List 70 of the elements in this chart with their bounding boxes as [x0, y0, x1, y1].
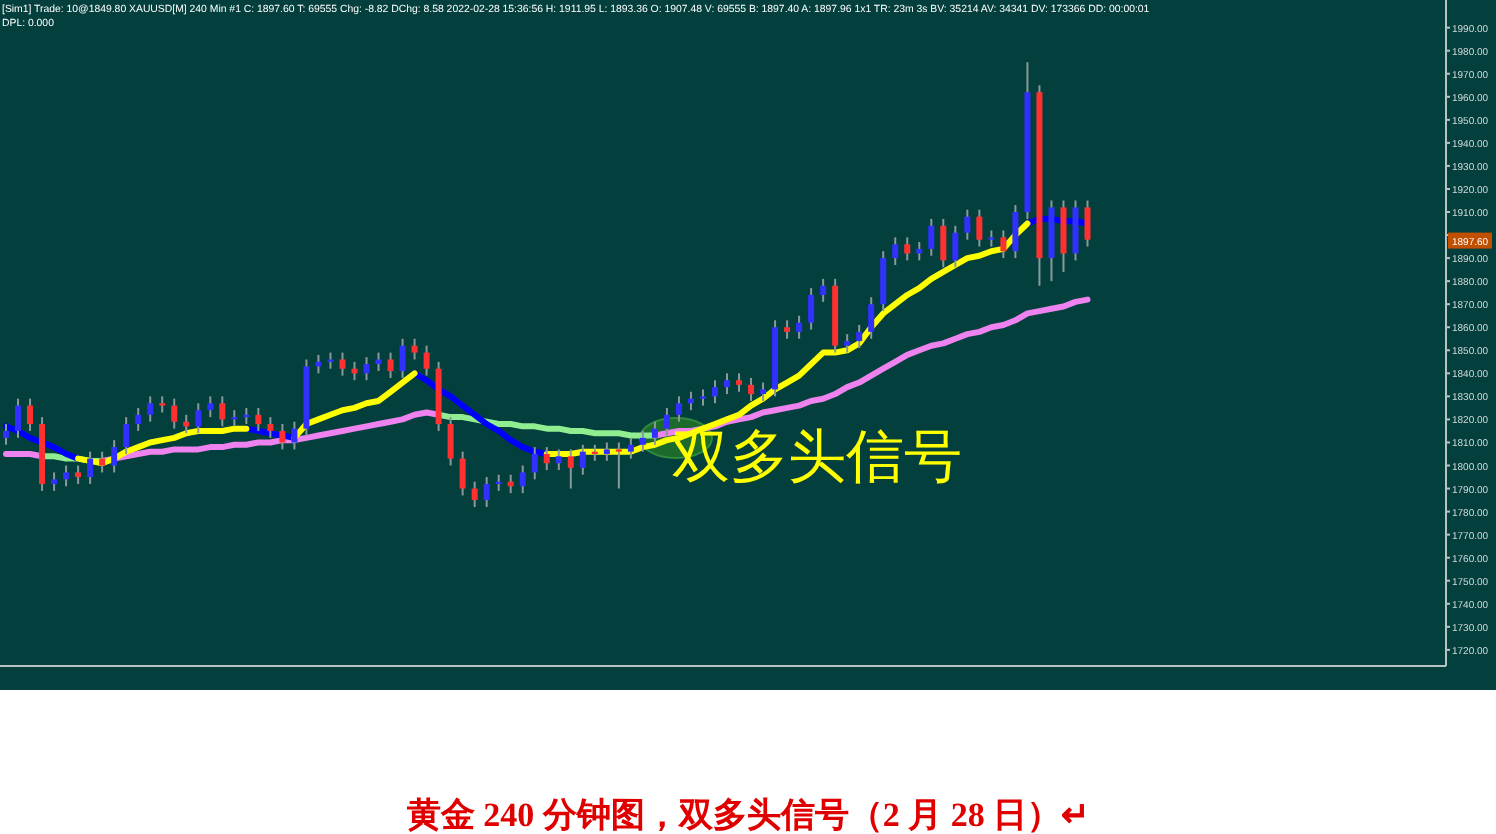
candlestick	[603, 441, 610, 462]
candlestick	[423, 344, 430, 377]
candlestick	[1060, 199, 1067, 273]
annotation: 双多头信号	[672, 422, 962, 490]
candlestick	[63, 464, 70, 488]
candlestick	[748, 376, 755, 402]
candlestick	[87, 450, 94, 485]
candlestick	[868, 296, 875, 340]
candlestick	[363, 356, 370, 382]
candlestick	[123, 416, 130, 455]
candlestick	[675, 395, 682, 423]
candlestick	[1072, 199, 1079, 262]
candlestick	[784, 319, 791, 340]
candlestick	[880, 250, 887, 313]
candlestick	[627, 436, 634, 460]
candlestick	[99, 450, 106, 474]
candlestick	[952, 224, 959, 269]
candlestick	[399, 337, 406, 379]
text: 黄金 240 分钟图，双多头信号（2 月 28 日）↵	[404, 796, 1090, 834]
candlestick	[447, 416, 454, 467]
candlestick	[808, 287, 815, 331]
candlestick	[147, 395, 154, 423]
candlestick	[579, 443, 586, 476]
candlestick	[651, 420, 658, 446]
candlestick	[255, 406, 262, 432]
candlestick	[615, 441, 622, 490]
candlestick	[459, 450, 466, 497]
candlestick	[724, 372, 731, 396]
candlestick	[267, 416, 274, 439]
candlestick	[856, 323, 863, 349]
candlestick	[135, 406, 142, 432]
candlestick	[976, 208, 983, 248]
candlestick	[796, 314, 803, 340]
candlestick	[543, 446, 550, 472]
candlestick	[904, 236, 911, 262]
candlestick	[171, 397, 178, 430]
candlestick	[411, 337, 418, 361]
candlestick	[555, 448, 562, 472]
candlestick	[760, 381, 767, 402]
candlestick	[519, 464, 526, 495]
candlestick	[639, 429, 646, 453]
candlestick	[387, 351, 394, 379]
candlestick	[483, 476, 490, 508]
candlestick	[27, 397, 34, 432]
candlestick	[940, 217, 947, 269]
candlestick	[1012, 204, 1019, 260]
candlestick	[892, 236, 899, 267]
candlestick	[567, 448, 574, 490]
candlestick	[711, 379, 718, 405]
candlestick	[844, 333, 851, 354]
candlestick	[1084, 199, 1091, 248]
candlestick	[736, 372, 743, 393]
candlestick	[928, 217, 935, 257]
candlestick	[291, 420, 298, 451]
candlestick	[471, 480, 478, 508]
candlestick	[15, 397, 22, 439]
candlestick	[279, 423, 286, 451]
candlestick	[663, 406, 670, 437]
candlestick	[531, 446, 538, 481]
candlestick	[3, 423, 10, 446]
candlestick	[964, 208, 971, 241]
candlestick	[219, 395, 226, 428]
candlestick	[51, 471, 58, 492]
candlestick	[195, 402, 202, 435]
candlestick	[111, 439, 118, 474]
candlestick	[207, 395, 214, 419]
candlestick	[1000, 229, 1007, 260]
candlestick	[820, 277, 827, 303]
candlestick	[75, 464, 82, 485]
candlestick	[339, 351, 346, 377]
